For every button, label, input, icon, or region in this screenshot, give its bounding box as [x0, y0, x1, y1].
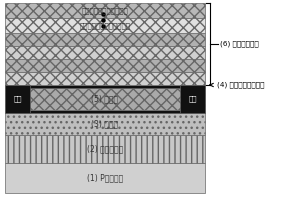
Bar	[5, 85, 205, 88]
Text: (3) 绝缘层: (3) 绝缘层	[92, 119, 118, 129]
Bar	[5, 3, 205, 18]
Text: 源极: 源极	[188, 96, 197, 102]
Bar	[5, 110, 205, 113]
Text: (2) 金属反射镜: (2) 金属反射镜	[87, 144, 123, 154]
Text: (6) 布拉格反射镜: (6) 布拉格反射镜	[220, 41, 259, 47]
Bar	[5, 33, 205, 46]
Text: 低折射率介质（二氧化硅）: 低折射率介质（二氧化硅）	[80, 22, 130, 29]
Bar	[5, 88, 205, 110]
Text: (1) P型高掺硅: (1) P型高掺硅	[87, 173, 123, 182]
Bar	[5, 85, 30, 113]
Text: 高折射率介质（氧化铌）: 高折射率介质（氧化铌）	[82, 7, 128, 14]
Bar	[5, 135, 205, 163]
Bar	[5, 113, 205, 135]
Text: 漏极: 漏极	[13, 96, 22, 102]
Text: (5) 保护层: (5) 保护层	[92, 95, 118, 104]
Text: (4) 光敏层（石墨烯）: (4) 光敏层（石墨烯）	[217, 82, 265, 88]
Bar	[5, 18, 205, 33]
Bar	[5, 163, 205, 193]
Bar	[5, 72, 205, 85]
Bar	[5, 59, 205, 72]
Bar	[5, 46, 205, 59]
Bar	[180, 85, 205, 113]
